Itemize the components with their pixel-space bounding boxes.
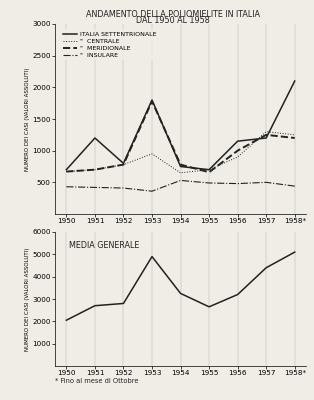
- Text: ANDAMENTO DELLA POLIOMIELITE IN ITALIA: ANDAMENTO DELLA POLIOMIELITE IN ITALIA: [86, 10, 260, 19]
- Text: MEDIA GENERALE: MEDIA GENERALE: [69, 241, 140, 250]
- Y-axis label: NUMERO DEI CASI (VALORI ASSOLUTI): NUMERO DEI CASI (VALORI ASSOLUTI): [24, 247, 30, 351]
- Text: DAL 1950 AL 1958: DAL 1950 AL 1958: [136, 16, 209, 25]
- Y-axis label: NUMERO DEI CASI (VALORI ASSOLUTI): NUMERO DEI CASI (VALORI ASSOLUTI): [24, 67, 30, 171]
- Text: * Fino al mese di Ottobre: * Fino al mese di Ottobre: [55, 378, 138, 384]
- Legend: ITALIA SETTENTRIONALE, "  CENTRALE, "  MERIDIONALE, "  INSULARE: ITALIA SETTENTRIONALE, " CENTRALE, " MER…: [61, 29, 159, 60]
